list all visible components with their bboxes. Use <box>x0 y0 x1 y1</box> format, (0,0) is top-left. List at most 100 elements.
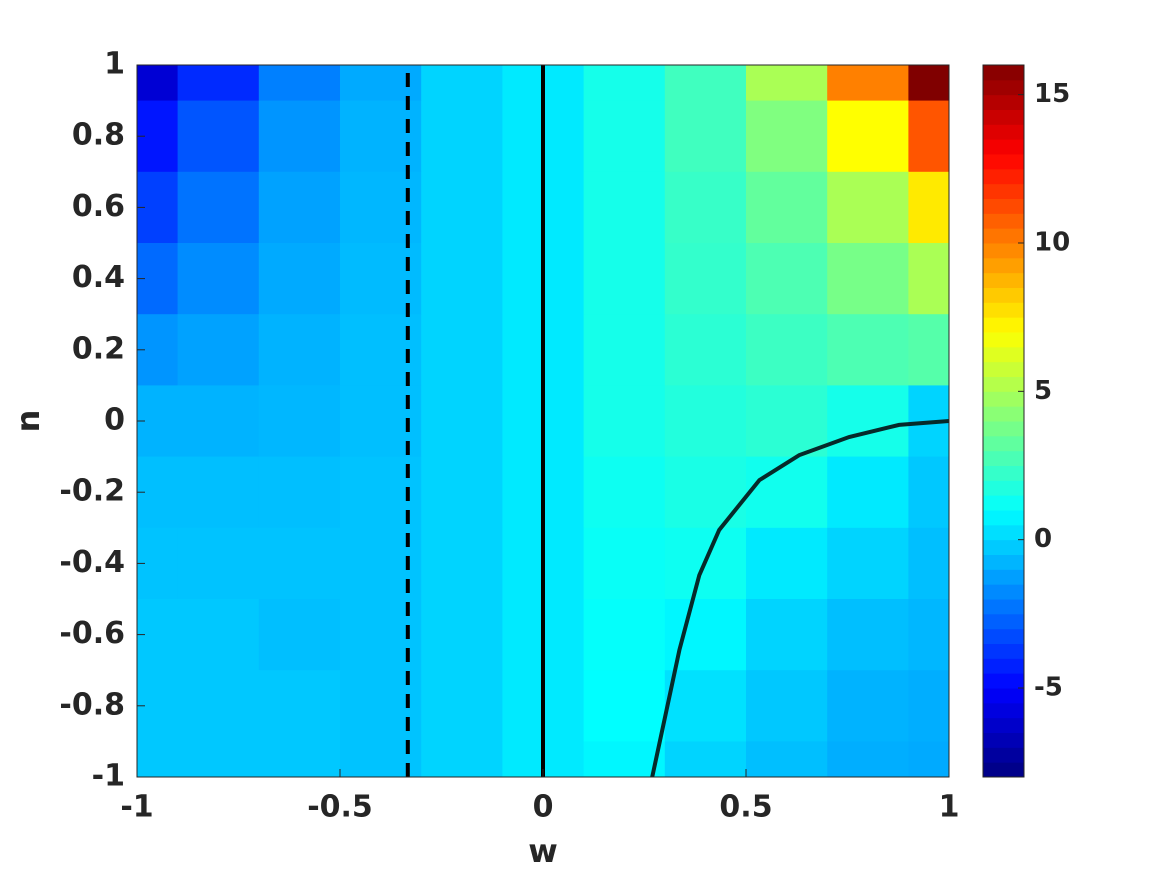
colorbar-band <box>983 332 1024 348</box>
field-cell <box>421 670 503 742</box>
y-tick-label: 0 <box>104 403 125 438</box>
colorbar-band <box>983 450 1024 466</box>
field-cell <box>664 456 747 529</box>
field-cell <box>664 670 747 742</box>
field-cell <box>908 741 949 777</box>
colorbar-band <box>983 495 1024 511</box>
field-cell <box>340 243 422 315</box>
field-cell <box>177 100 260 173</box>
field-cell <box>664 100 747 173</box>
colorbar-band <box>983 435 1024 452</box>
colorbar-band <box>983 391 1024 407</box>
field-cell <box>664 741 747 777</box>
field-cell <box>827 314 909 386</box>
colorbar-band <box>983 287 1024 303</box>
colorbar-band <box>983 747 1024 763</box>
field-cell <box>827 599 909 671</box>
field-cell <box>258 171 341 244</box>
field-cell <box>583 527 666 600</box>
field-cell <box>664 243 747 315</box>
field-cell <box>583 65 666 102</box>
field-cell <box>827 385 909 458</box>
colorbar-band <box>983 346 1024 363</box>
field-cell <box>177 171 260 244</box>
field-cell <box>258 65 341 102</box>
field-cell <box>746 171 828 244</box>
field-cell <box>827 171 909 244</box>
field-cell <box>421 65 503 102</box>
contour-lines <box>405 65 949 777</box>
colorbar-band <box>983 376 1024 392</box>
colorbar-band <box>983 94 1024 110</box>
field-cell <box>177 670 260 742</box>
y-axis-label: n <box>9 410 47 433</box>
field-cell <box>583 456 666 529</box>
field-cell <box>827 100 909 173</box>
field-cell <box>258 100 341 173</box>
y-tick-label: 0.6 <box>72 189 125 224</box>
colorbar-band <box>983 109 1024 125</box>
colorbar-band <box>983 480 1024 496</box>
field-cell <box>177 385 260 458</box>
colorbar-band <box>983 599 1024 615</box>
field-cell <box>421 171 503 244</box>
field-cell <box>137 65 179 102</box>
field-cell <box>908 670 949 742</box>
colorbar-band <box>983 213 1024 229</box>
x-tick-label: -0.5 <box>307 790 373 825</box>
x-tick-label: -1 <box>120 790 153 825</box>
colorbar-band <box>983 628 1024 644</box>
field-cell <box>908 599 949 671</box>
field-cell <box>177 243 260 315</box>
field-cell <box>258 670 341 742</box>
colorbar-band <box>983 688 1024 704</box>
field-cell <box>827 65 909 102</box>
colorbar-frame <box>982 64 1025 778</box>
field-cell <box>746 670 828 742</box>
field-cell <box>177 65 260 102</box>
colorbar-band <box>983 124 1024 140</box>
colorbar-band <box>983 554 1024 570</box>
colorbar-band <box>983 613 1024 630</box>
field-cell <box>664 171 747 244</box>
field-cell <box>827 527 909 600</box>
colorbar-tick-label: 15 <box>1034 79 1070 109</box>
field-cell <box>746 527 828 600</box>
colorbar-band <box>983 702 1024 719</box>
y-tick-label: -1 <box>92 759 125 794</box>
field-cell <box>583 314 666 386</box>
field-cell <box>583 385 666 458</box>
field-cell <box>177 456 260 529</box>
colorbar-band <box>983 361 1024 377</box>
x-tick-label: 0 <box>533 790 554 825</box>
field-cell <box>421 741 503 777</box>
field-cell <box>421 243 503 315</box>
field-cell <box>421 314 503 386</box>
colorbar-band <box>983 139 1024 155</box>
axes: -1 -0.5 0 0.5 1 -1 -0.8 -0.6 -0.4 -0.2 0 0.2 0.4 0.6 0… <box>59 47 1070 825</box>
colorbar-band <box>983 421 1024 437</box>
field-cell <box>746 741 828 777</box>
field-cell <box>746 456 828 529</box>
field-cell <box>137 741 179 777</box>
y-tick-label: -0.8 <box>59 687 125 722</box>
field-cell <box>421 100 503 173</box>
field-cell <box>258 599 341 671</box>
colorbar-band <box>983 183 1024 199</box>
colorbar-band <box>983 673 1024 689</box>
colorbar-band <box>983 584 1024 600</box>
colorbar-band <box>983 465 1024 481</box>
colorbar-tick-label: -5 <box>1034 673 1063 703</box>
field-cell <box>746 100 828 173</box>
colorbar-band <box>983 257 1024 274</box>
y-tick-label: 0.4 <box>72 260 125 295</box>
y-tick-label: -0.6 <box>59 616 125 651</box>
field-cell <box>908 527 949 600</box>
field-cell <box>746 599 828 671</box>
field-cell <box>827 670 909 742</box>
colorbar-band <box>983 732 1024 748</box>
colorbar-band <box>983 539 1024 555</box>
colorbar-band <box>983 643 1024 659</box>
field-cell <box>421 385 503 458</box>
y-tick-label: -0.2 <box>59 474 125 509</box>
